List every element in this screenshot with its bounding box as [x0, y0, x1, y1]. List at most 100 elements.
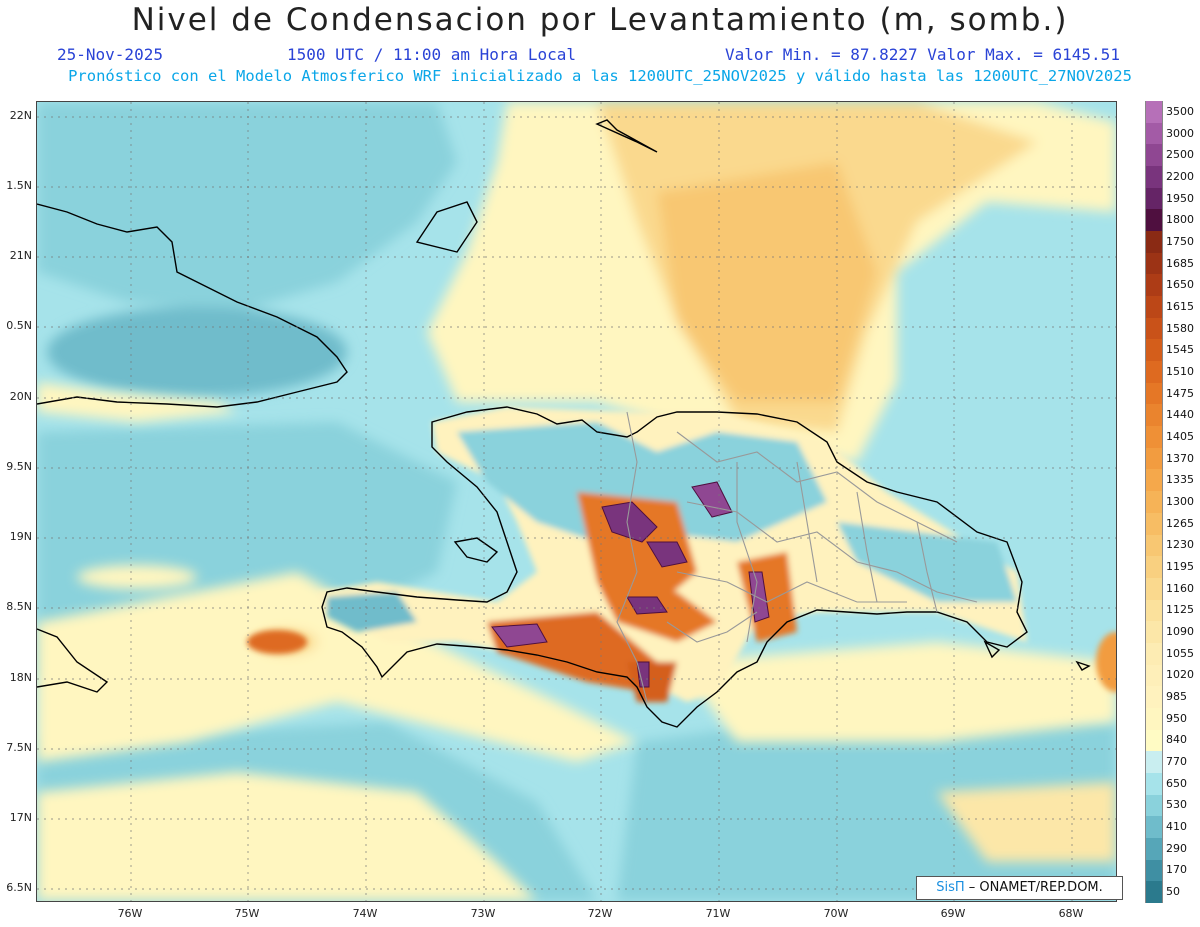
colorbar-swatch: [1145, 187, 1163, 210]
colorbar-swatch: [1145, 447, 1163, 470]
credit-box: SisΠ – ONAMET/REP.DOM.: [916, 876, 1123, 900]
lon-label: 70W: [823, 907, 849, 920]
colorbar-swatch: [1145, 231, 1163, 254]
lon-label: 73W: [470, 907, 496, 920]
mid-lcl-regions: [37, 102, 1116, 901]
colorbar-label: 1090: [1166, 625, 1194, 639]
lcl-field-map: [37, 102, 1116, 901]
colorbar-label: 950: [1166, 711, 1187, 725]
colorbar-swatch: [1145, 209, 1163, 232]
lon-label: 68W: [1058, 907, 1084, 920]
colorbar-label: 170: [1166, 863, 1187, 877]
map-title: Nivel de Condensacion por Levantamiento …: [131, 2, 1069, 38]
colorbar-swatch: [1145, 469, 1163, 492]
colorbar-swatch: [1145, 404, 1163, 427]
lat-label: 22N: [9, 109, 32, 122]
coastlines: [37, 119, 1091, 728]
colorbar-label: 1615: [1166, 299, 1194, 313]
colorbar-swatch: [1145, 881, 1163, 904]
caicos-coast: [595, 119, 658, 153]
colorbar-label: 2200: [1166, 169, 1194, 183]
colorbar-swatch: [1145, 491, 1163, 514]
colorbar-label: 1475: [1166, 386, 1194, 400]
lat-label: 6.5N: [6, 881, 32, 894]
colorbar-label: 770: [1166, 755, 1187, 769]
lat-label: 9.5N: [6, 460, 32, 473]
lat-label: 20N: [9, 390, 32, 403]
lat-label: 1.5N: [6, 179, 32, 192]
colorbar-swatch: [1145, 252, 1163, 275]
colorbar-label: 1580: [1166, 321, 1194, 335]
colorbar-swatch: [1145, 101, 1163, 124]
colorbar-swatch: [1145, 339, 1163, 362]
colorbar-swatch: [1145, 707, 1163, 731]
colorbar-label: 1020: [1166, 668, 1194, 682]
colorbar-label: 50: [1166, 885, 1180, 899]
colorbar-swatch: [1145, 122, 1163, 145]
colorbar-label: 3500: [1166, 104, 1194, 118]
colorbar-swatch: [1145, 599, 1163, 622]
jamaica-coast: [37, 628, 109, 693]
colorbar-label: 985: [1166, 690, 1187, 704]
colorbar-label: 1750: [1166, 234, 1194, 248]
cuba-coast: [37, 203, 348, 408]
colorbar-swatch: [1145, 534, 1163, 557]
colorbar-label: 1335: [1166, 473, 1194, 487]
colorbar-swatch: [1145, 556, 1163, 579]
haiti-dr-border: [616, 411, 648, 703]
colorbar-label: 1510: [1166, 364, 1194, 378]
colorbar-swatch: [1145, 772, 1163, 796]
colorbar-label: 650: [1166, 776, 1187, 790]
colorbar-label: 1125: [1166, 603, 1194, 617]
colorbar-label: 840: [1166, 733, 1187, 747]
sispi-logo: SisΠ: [936, 880, 965, 895]
colorbar-swatch: [1145, 664, 1163, 687]
colorbar-swatch: [1145, 837, 1163, 861]
colorbar-swatch: [1145, 317, 1163, 340]
colorbar-label: 530: [1166, 798, 1187, 812]
colorbar-swatch: [1145, 296, 1163, 319]
puerto-rico-tip: [1075, 660, 1091, 671]
lat-label: 8.5N: [6, 600, 32, 613]
lon-label: 76W: [117, 907, 143, 920]
lat-lon-grid: [37, 102, 1116, 901]
colorbar-label: 1370: [1166, 451, 1194, 465]
inagua-coast: [415, 201, 478, 253]
colorbar-label: 1195: [1166, 560, 1194, 574]
forecast-description: Pronóstico con el Modelo Atmosferico WRF…: [68, 67, 1132, 85]
colorbar-label: 1800: [1166, 213, 1194, 227]
lon-label: 74W: [352, 907, 378, 920]
colorbar-swatch: [1145, 426, 1163, 449]
colorbar-label: 1300: [1166, 495, 1194, 508]
lon-label: 71W: [705, 907, 731, 920]
colorbar-swatch: [1145, 166, 1163, 189]
colorbar-label: 1685: [1166, 256, 1194, 270]
valid-time: 1500 UTC / 11:00 am Hora Local: [287, 45, 576, 64]
colorbar-label: 3000: [1166, 126, 1194, 140]
colorbar-label: 1950: [1166, 191, 1194, 205]
high-lcl-cells: [491, 481, 770, 688]
colorbar-swatch: [1145, 642, 1163, 666]
colorbar-swatch: [1145, 382, 1163, 405]
colorbar-swatch: [1145, 621, 1163, 644]
lat-label: 19N: [9, 530, 32, 543]
colorbar-swatch: [1145, 361, 1163, 384]
colorbar-swatch: [1145, 512, 1163, 535]
lon-label: 69W: [940, 907, 966, 920]
colorbar-label: 1160: [1166, 581, 1194, 595]
colorbar-swatch: [1145, 859, 1163, 882]
colorbar-label: 2500: [1166, 148, 1194, 162]
province-borders: [616, 411, 978, 703]
lat-label: 7.5N: [6, 741, 32, 754]
valid-date: 25-Nov-2025: [57, 45, 163, 64]
colorbar-swatch: [1145, 751, 1163, 774]
colorbar-label: 1265: [1166, 516, 1194, 530]
lat-label: 18N: [9, 671, 32, 684]
colorbar-swatch: [1145, 794, 1163, 817]
colorbar-label: 1440: [1166, 408, 1194, 422]
colorbar-swatch: [1145, 577, 1163, 601]
colorbar-label: 1405: [1166, 429, 1194, 443]
hispaniola-coast: [321, 406, 1028, 728]
lat-label: 17N: [9, 811, 32, 824]
gonave-island: [453, 537, 499, 563]
